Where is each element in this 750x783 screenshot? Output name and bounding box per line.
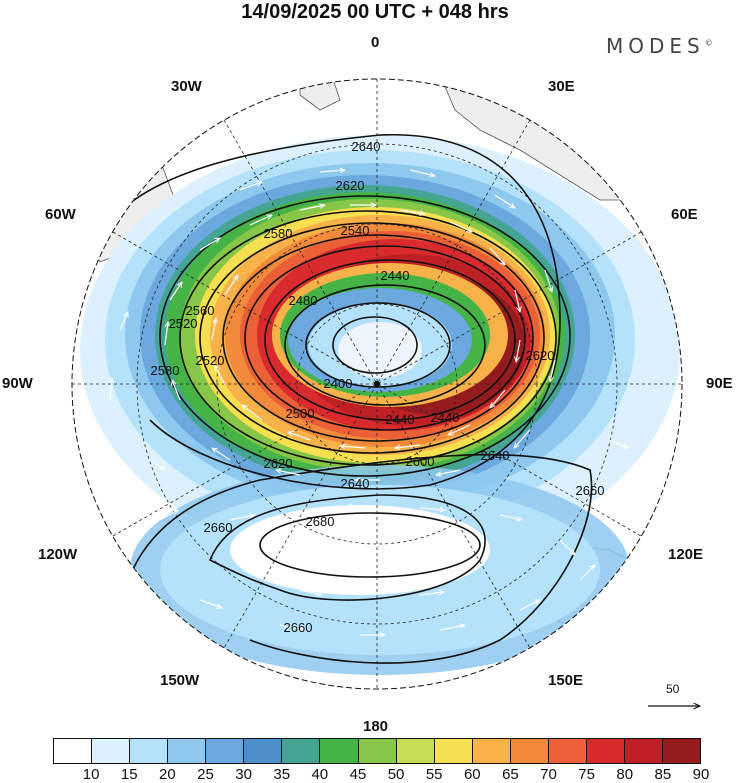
- contour-label: 2660: [576, 483, 605, 498]
- colorbar-tick-label: 30: [235, 766, 252, 783]
- colorbar-tick-label: 15: [120, 766, 138, 783]
- colorbar-swatch: [358, 739, 397, 763]
- secondary-jet-shading: [130, 465, 630, 675]
- contour-label: 2480: [289, 293, 318, 308]
- lon-label-30w: 30W: [171, 78, 202, 95]
- colorbar-tick-label: 25: [197, 766, 214, 783]
- colorbar-tick-label: 65: [502, 766, 519, 783]
- colorbar-tick-label: 45: [349, 766, 367, 783]
- lon-label-90w: 90W: [2, 375, 33, 392]
- contour-label: 2520: [196, 353, 225, 368]
- contour-label: 2440: [386, 412, 415, 427]
- lon-label-180: 180: [363, 718, 389, 735]
- colorbar-swatch: [548, 739, 587, 763]
- colorbar-swatch: [168, 739, 207, 763]
- map-disc: [72, 79, 682, 689]
- lon-label-150w: 150W: [160, 672, 200, 689]
- colorbar-tick-label: 70: [540, 766, 557, 783]
- colorbar-swatch: [586, 739, 625, 763]
- colorbar-swatch: [282, 739, 321, 763]
- lon-label-30e: 30E: [548, 78, 575, 95]
- lon-label-120e: 120E: [668, 546, 704, 563]
- contour-label: 2680: [306, 514, 335, 529]
- colorbar-tick-label: 40: [311, 766, 329, 783]
- contour-label: 2620: [526, 348, 555, 363]
- colorbar-tick-label: 90: [692, 766, 710, 783]
- graticule: [72, 79, 682, 689]
- lon-label-150e: 150E: [548, 672, 584, 689]
- brand-logo: MODES©: [606, 34, 713, 58]
- colorbar-swatch: [510, 739, 549, 763]
- colorbar-tick-label: 20: [159, 766, 176, 783]
- contour-label: 2520: [169, 316, 198, 331]
- pole-marker: [374, 381, 380, 387]
- colorbar-tick-label: 85: [654, 766, 672, 783]
- colorbar-swatch: [624, 739, 663, 763]
- contour-label: 2640: [481, 448, 510, 463]
- contour-label: 2500: [286, 406, 315, 421]
- colorbar-swatch: [206, 739, 245, 763]
- colorbar-swatch: [396, 739, 435, 763]
- colorbar-tick-label: 50: [387, 766, 405, 783]
- lon-label-60e: 60E: [671, 206, 698, 223]
- contour-label: 2640: [341, 476, 370, 491]
- height-contours: [91, 134, 593, 664]
- colorbar-swatch: [434, 739, 473, 763]
- contour-label: 2620: [336, 178, 365, 193]
- chart-title: 14/09/2025 00 UTC + 048 hrs: [241, 1, 509, 23]
- colorbar-tick-label: 35: [273, 766, 291, 783]
- brand-copyright: ©: [704, 38, 713, 48]
- contour-label: 2400: [324, 376, 353, 391]
- colorbar-tick-label: 10: [82, 766, 100, 783]
- contour-label: 2660: [284, 620, 313, 635]
- contour-label: 2440: [431, 410, 460, 425]
- colorbar-swatch: [663, 739, 701, 763]
- lon-label-90e: 90E: [706, 375, 733, 392]
- contour-label: 2620: [264, 456, 293, 471]
- map-boundary: [71, 78, 683, 690]
- lon-label-60w: 60W: [45, 206, 76, 223]
- colorbar-ticks: 10 15 20 25 30 35 40 45 50 55 60 65 70 75 80 85 90: [53, 766, 710, 783]
- lon-label-0: 0: [371, 34, 380, 51]
- colorbar-swatch: [472, 739, 511, 763]
- lon-label-120w: 120W: [38, 546, 78, 563]
- contour-label: 2440: [381, 268, 410, 283]
- brand-name: MODES: [606, 34, 705, 58]
- colorbar-tick-label: 75: [578, 766, 595, 783]
- wind-vectors: [99, 170, 636, 635]
- colorbar-tick-label: 80: [616, 766, 634, 783]
- colorbar-swatch: [92, 739, 131, 763]
- contour-label-layer: 2400 2440 2440 2480 2500 2520 2540 2560 …: [151, 139, 605, 635]
- wind-scale-label: 50: [666, 682, 680, 696]
- contour-label: 2560: [186, 303, 215, 318]
- contour-label: 2540: [341, 223, 370, 238]
- colorbar-tick-label: 60: [463, 766, 481, 783]
- polar-map: 2400 2440 2440 2480 2500 2520 2540 2560 …: [71, 78, 750, 735]
- colorbar: [53, 738, 701, 764]
- contour-label: 2580: [264, 226, 293, 241]
- contour-label: 2600: [406, 454, 435, 469]
- wind-speed-shading: [80, 135, 680, 565]
- colorbar-tick-label: 55: [425, 766, 443, 783]
- contour-label: 2640: [352, 139, 381, 154]
- colorbar-swatch: [54, 739, 93, 763]
- colorbar-swatch: [320, 739, 359, 763]
- contour-label: 2580: [151, 363, 180, 378]
- contour-label: 2660: [204, 520, 233, 535]
- colorbar-swatch: [244, 739, 283, 763]
- colorbar-swatch: [130, 739, 169, 763]
